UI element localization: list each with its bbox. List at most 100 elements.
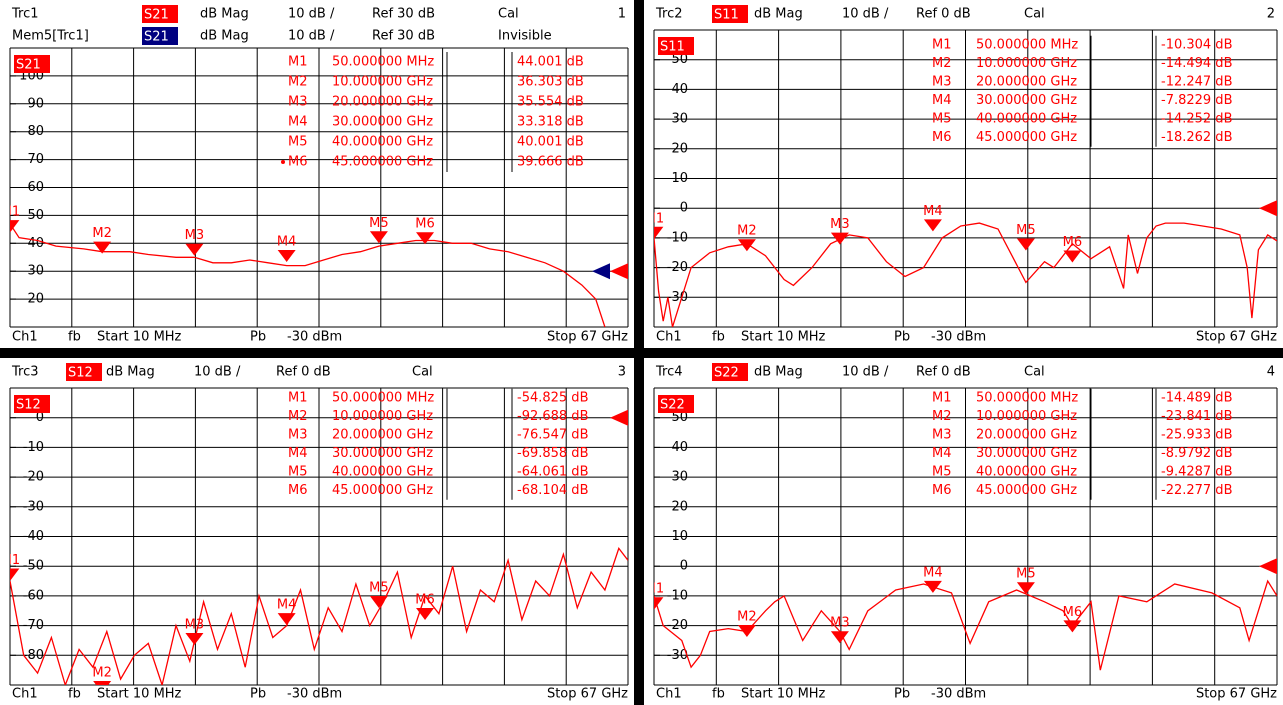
param-label: S22 — [660, 398, 685, 413]
marker-name: M1 — [288, 391, 308, 406]
trace-index: 2 — [1267, 7, 1275, 22]
ref-arrow — [610, 409, 628, 426]
marker-name: M5 — [932, 465, 952, 480]
marker-name: M3 — [932, 75, 952, 90]
marker-value: -12.247 dB — [1161, 75, 1232, 90]
marker-value: 44.001 dB — [517, 55, 584, 70]
marker-value: -68.104 dB — [517, 483, 588, 498]
param-tag — [712, 5, 748, 23]
marker-label: M6 — [415, 592, 435, 607]
marker-freq: 10.000000 GHz — [976, 409, 1077, 424]
y-tick-label: 60 — [27, 180, 44, 195]
y-tick-label: 20 — [671, 141, 688, 156]
marker-freq: 50.000000 MHz — [976, 38, 1078, 53]
marker-label: M5 — [1016, 567, 1036, 582]
marker — [1016, 238, 1035, 251]
y-tick-label: 50 — [671, 410, 688, 425]
y-tick-label: -30 — [667, 648, 688, 663]
marker-name: M4 — [932, 446, 952, 461]
y-tick-label: 70 — [27, 152, 44, 167]
scale: 10 dB / — [194, 365, 241, 380]
marker-freq: 20.000000 GHz — [332, 428, 433, 443]
ref-label: Ref 0 dB — [916, 365, 971, 380]
y-tick-label: -60 — [23, 588, 44, 603]
param-tag — [14, 55, 50, 73]
marker-value: -22.277 dB — [1161, 483, 1232, 498]
marker-freq: 50.000000 MHz — [332, 391, 434, 406]
y-tick-label: 0 — [680, 559, 688, 574]
ref-arrow — [610, 263, 628, 280]
marker-value: -9.4287 dB — [1161, 465, 1232, 480]
y-tick-label: 40 — [671, 82, 688, 97]
param-label: S22 — [714, 366, 739, 381]
marker — [93, 241, 112, 254]
marker — [416, 607, 435, 620]
marker-value: -14.494 dB — [1161, 56, 1232, 71]
footer-stop: Stop 67 GHz — [547, 330, 628, 345]
marker-value: -92.688 dB — [517, 409, 588, 424]
marker-name: M6 — [932, 130, 952, 145]
marker — [369, 231, 388, 244]
active-marker-dot — [281, 160, 285, 164]
trace-index: 4 — [1267, 365, 1275, 380]
marker-name: M1 — [932, 391, 952, 406]
marker — [10, 220, 20, 233]
y-tick-label: -10 — [667, 588, 688, 603]
trace-line — [10, 547, 628, 685]
marker-value: -76.547 dB — [517, 428, 588, 443]
marker-name: M2 — [932, 409, 952, 424]
memory-name: Mem5[Trc1] — [12, 29, 89, 44]
param-label: S21 — [144, 30, 169, 45]
param-tag — [142, 5, 178, 23]
marker-label: M4 — [277, 598, 297, 613]
marker-group: M1 M2 M3 M4 M5 M6 — [645, 204, 1082, 263]
format: dB Mag — [754, 365, 803, 380]
marker-value: -25.933 dB — [1161, 428, 1232, 443]
y-tick-label: 80 — [27, 124, 44, 139]
marker-freq: 40.000000 GHz — [332, 135, 433, 150]
footer-power: -30 dBm — [931, 330, 986, 345]
scale: 10 dB / — [288, 29, 335, 44]
marker-name: M5 — [932, 112, 952, 127]
marker-group: M1 M2 M3 M4 M5 M6 — [10, 205, 435, 262]
ref-arrow — [1259, 200, 1277, 217]
marker-label: M1 — [645, 211, 665, 226]
format: dB Mag — [200, 7, 249, 22]
trace-line — [10, 223, 606, 327]
marker-name: M1 — [288, 55, 308, 70]
footer-channel: Ch1 — [12, 330, 38, 345]
marker-name: M4 — [288, 115, 308, 130]
marker — [923, 219, 942, 232]
marker-value: 36.303 dB — [517, 75, 584, 90]
marker-freq: 40.000000 GHz — [332, 465, 433, 480]
marker — [830, 631, 849, 644]
trace-line — [654, 579, 1277, 671]
marker-label: M5 — [1016, 223, 1036, 238]
format: dB Mag — [106, 365, 155, 380]
footer-pb: Pb — [894, 687, 910, 702]
marker-label: M2 — [92, 226, 112, 241]
marker-label: M2 — [737, 610, 757, 625]
panel — [0, 0, 634, 348]
marker-label: M5 — [369, 580, 389, 595]
marker-value: -14.252 dB — [1161, 112, 1232, 127]
marker — [737, 239, 756, 252]
param-label: S11 — [660, 40, 685, 55]
footer-start: Start 10 MHz — [97, 330, 182, 345]
panel — [644, 358, 1283, 705]
marker-freq: 20.000000 GHz — [976, 75, 1077, 90]
footer-channel: Ch1 — [12, 687, 38, 702]
marker-name: M1 — [932, 38, 952, 53]
marker-name: M5 — [288, 465, 308, 480]
param-tag — [14, 395, 50, 413]
y-tick-label: -10 — [667, 230, 688, 245]
footer-power: -30 dBm — [931, 687, 986, 702]
trace-line — [654, 222, 1277, 327]
y-tick-label: 40 — [671, 440, 688, 455]
scale: 10 dB / — [288, 7, 335, 22]
marker-freq: 20.000000 GHz — [976, 428, 1077, 443]
marker-name: M3 — [932, 428, 952, 443]
marker-value: -14.489 dB — [1161, 391, 1232, 406]
marker — [654, 597, 664, 610]
param-label: S21 — [144, 8, 169, 23]
